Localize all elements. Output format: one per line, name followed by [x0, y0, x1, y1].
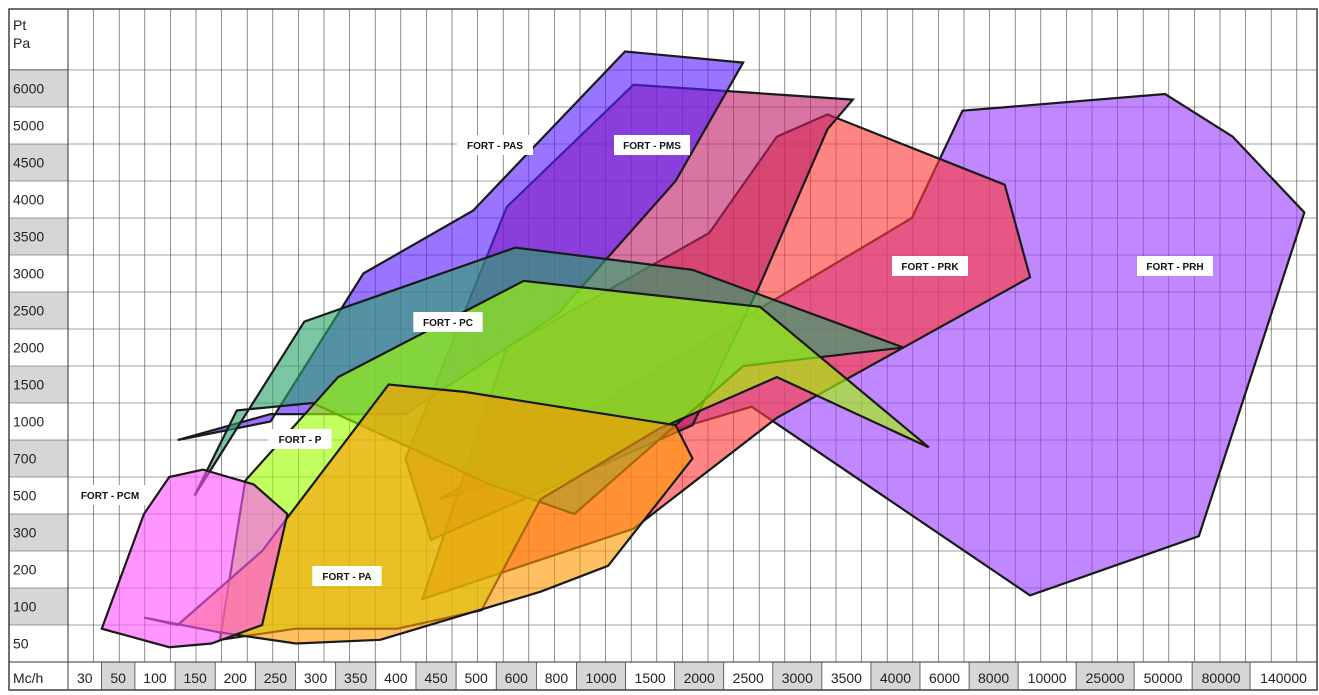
x-tick-label: 6000 — [929, 670, 960, 686]
x-tick-label: 50000 — [1144, 670, 1183, 686]
x-tick-label: 800 — [545, 670, 569, 686]
area-label: FORT - PAS — [467, 141, 523, 152]
x-tick-label: 25000 — [1086, 670, 1125, 686]
y-tick-label: 50 — [13, 636, 29, 652]
x-tick-label: 8000 — [978, 670, 1009, 686]
y-tick-label: 700 — [13, 451, 37, 467]
x-tick-label: 350 — [344, 670, 368, 686]
y-tick-label: 5000 — [13, 118, 44, 134]
x-tick-label: 30 — [77, 670, 93, 686]
x-tick-label: 50 — [110, 670, 126, 686]
y-tick-label: 3000 — [13, 266, 44, 282]
y-tick-label: 300 — [13, 525, 37, 541]
x-tick-label: 200 — [224, 670, 248, 686]
area-label: FORT - PCM — [81, 491, 139, 502]
area-label: FORT - P — [279, 435, 322, 446]
y-tick-label: 2500 — [13, 303, 44, 319]
y-tick-label: 4000 — [13, 192, 44, 208]
area-label: FORT - PRK — [901, 262, 959, 273]
x-tick-label: 3000 — [782, 670, 813, 686]
x-tick-label: 450 — [424, 670, 448, 686]
area-label: FORT - PRH — [1146, 262, 1203, 273]
y-tick-label: 500 — [13, 488, 37, 504]
x-tick-label: 1500 — [635, 670, 666, 686]
y-tick-label: 1000 — [13, 414, 44, 430]
y-axis-label-line2: Pa — [13, 35, 30, 51]
y-tick-label: 3500 — [13, 229, 44, 245]
x-tick-label: 400 — [384, 670, 408, 686]
x-tick-label: 4000 — [880, 670, 911, 686]
x-tick-label: 600 — [505, 670, 529, 686]
y-tick-label: 4500 — [13, 155, 44, 171]
x-tick-label: 80000 — [1202, 670, 1241, 686]
x-axis-label: Mc/h — [13, 670, 43, 686]
y-tick-label: 1500 — [13, 377, 44, 393]
x-tick-label: 140000 — [1260, 670, 1307, 686]
y-tick-label: 6000 — [13, 81, 44, 97]
x-tick-label: 1000 — [585, 670, 616, 686]
x-tick-label: 2500 — [733, 670, 764, 686]
y-axis-label-line1: Pt — [13, 17, 26, 33]
x-tick-label: 10000 — [1028, 670, 1067, 686]
x-tick-label: 2000 — [684, 670, 715, 686]
x-tick-label: 100 — [143, 670, 167, 686]
area-label: FORT - PMS — [623, 141, 681, 152]
x-tick-label: 3500 — [831, 670, 862, 686]
x-tick-label: 300 — [304, 670, 328, 686]
y-tick-label: 2000 — [13, 340, 44, 356]
y-tick-label: 200 — [13, 562, 37, 578]
x-tick-label: 250 — [264, 670, 288, 686]
area-label: FORT - PA — [322, 572, 371, 583]
x-tick-label: 150 — [183, 670, 207, 686]
x-tick-label: 500 — [464, 670, 488, 686]
y-tick-label: 100 — [13, 599, 37, 615]
area-label: FORT - PC — [423, 318, 473, 329]
chart-areas — [102, 52, 1305, 648]
